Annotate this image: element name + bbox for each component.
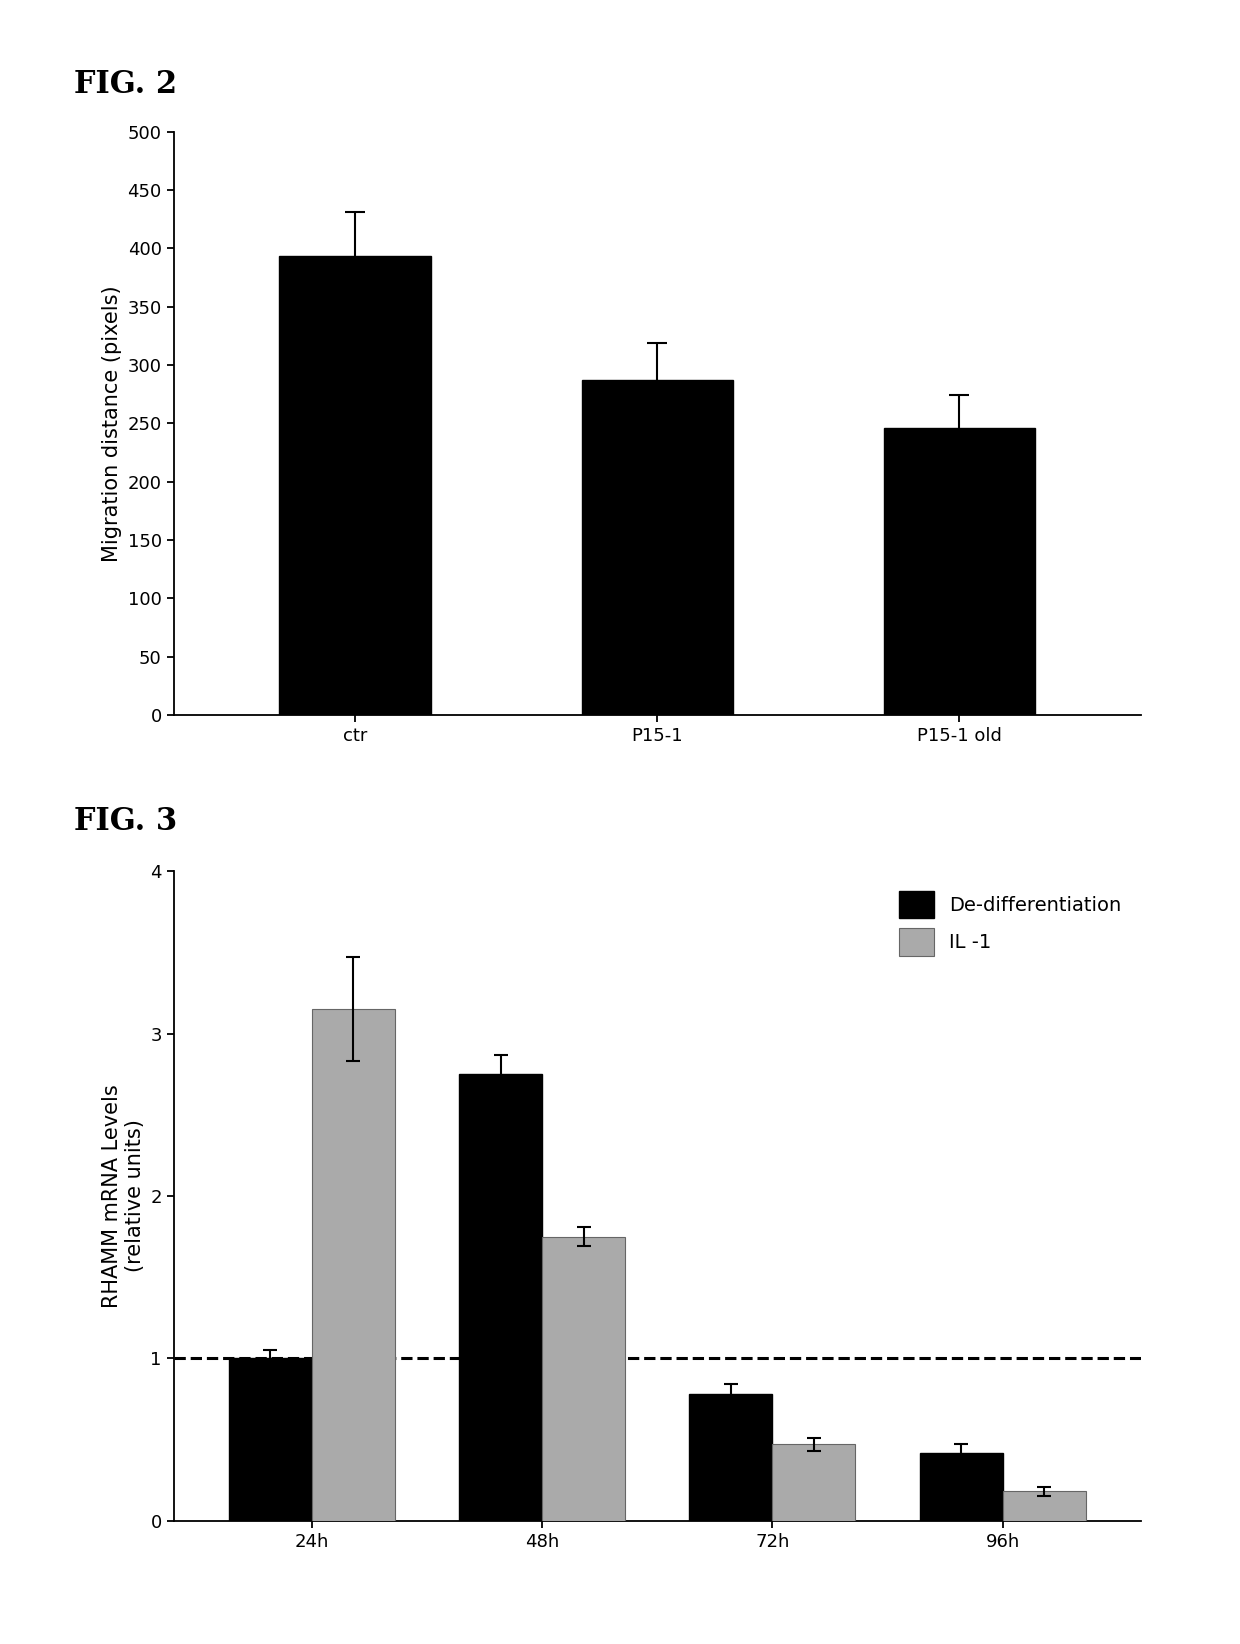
Legend: De-differentiation, IL -1: De-differentiation, IL -1	[889, 881, 1131, 965]
Bar	[920, 1453, 1003, 1521]
Bar	[884, 427, 1035, 715]
Bar	[773, 1445, 856, 1521]
Bar	[1003, 1491, 1085, 1521]
Y-axis label: Migration distance (pixels): Migration distance (pixels)	[102, 284, 122, 562]
Bar	[582, 380, 733, 715]
Bar	[459, 1074, 542, 1521]
Bar	[279, 256, 430, 715]
Bar	[689, 1394, 773, 1521]
Bar	[542, 1236, 625, 1521]
Text: FIG. 2: FIG. 2	[74, 69, 177, 100]
Bar	[229, 1358, 311, 1521]
Bar	[311, 1009, 394, 1521]
Y-axis label: RHAMM mRNA Levels
(relative units): RHAMM mRNA Levels (relative units)	[102, 1083, 145, 1309]
Text: FIG. 3: FIG. 3	[74, 806, 177, 837]
